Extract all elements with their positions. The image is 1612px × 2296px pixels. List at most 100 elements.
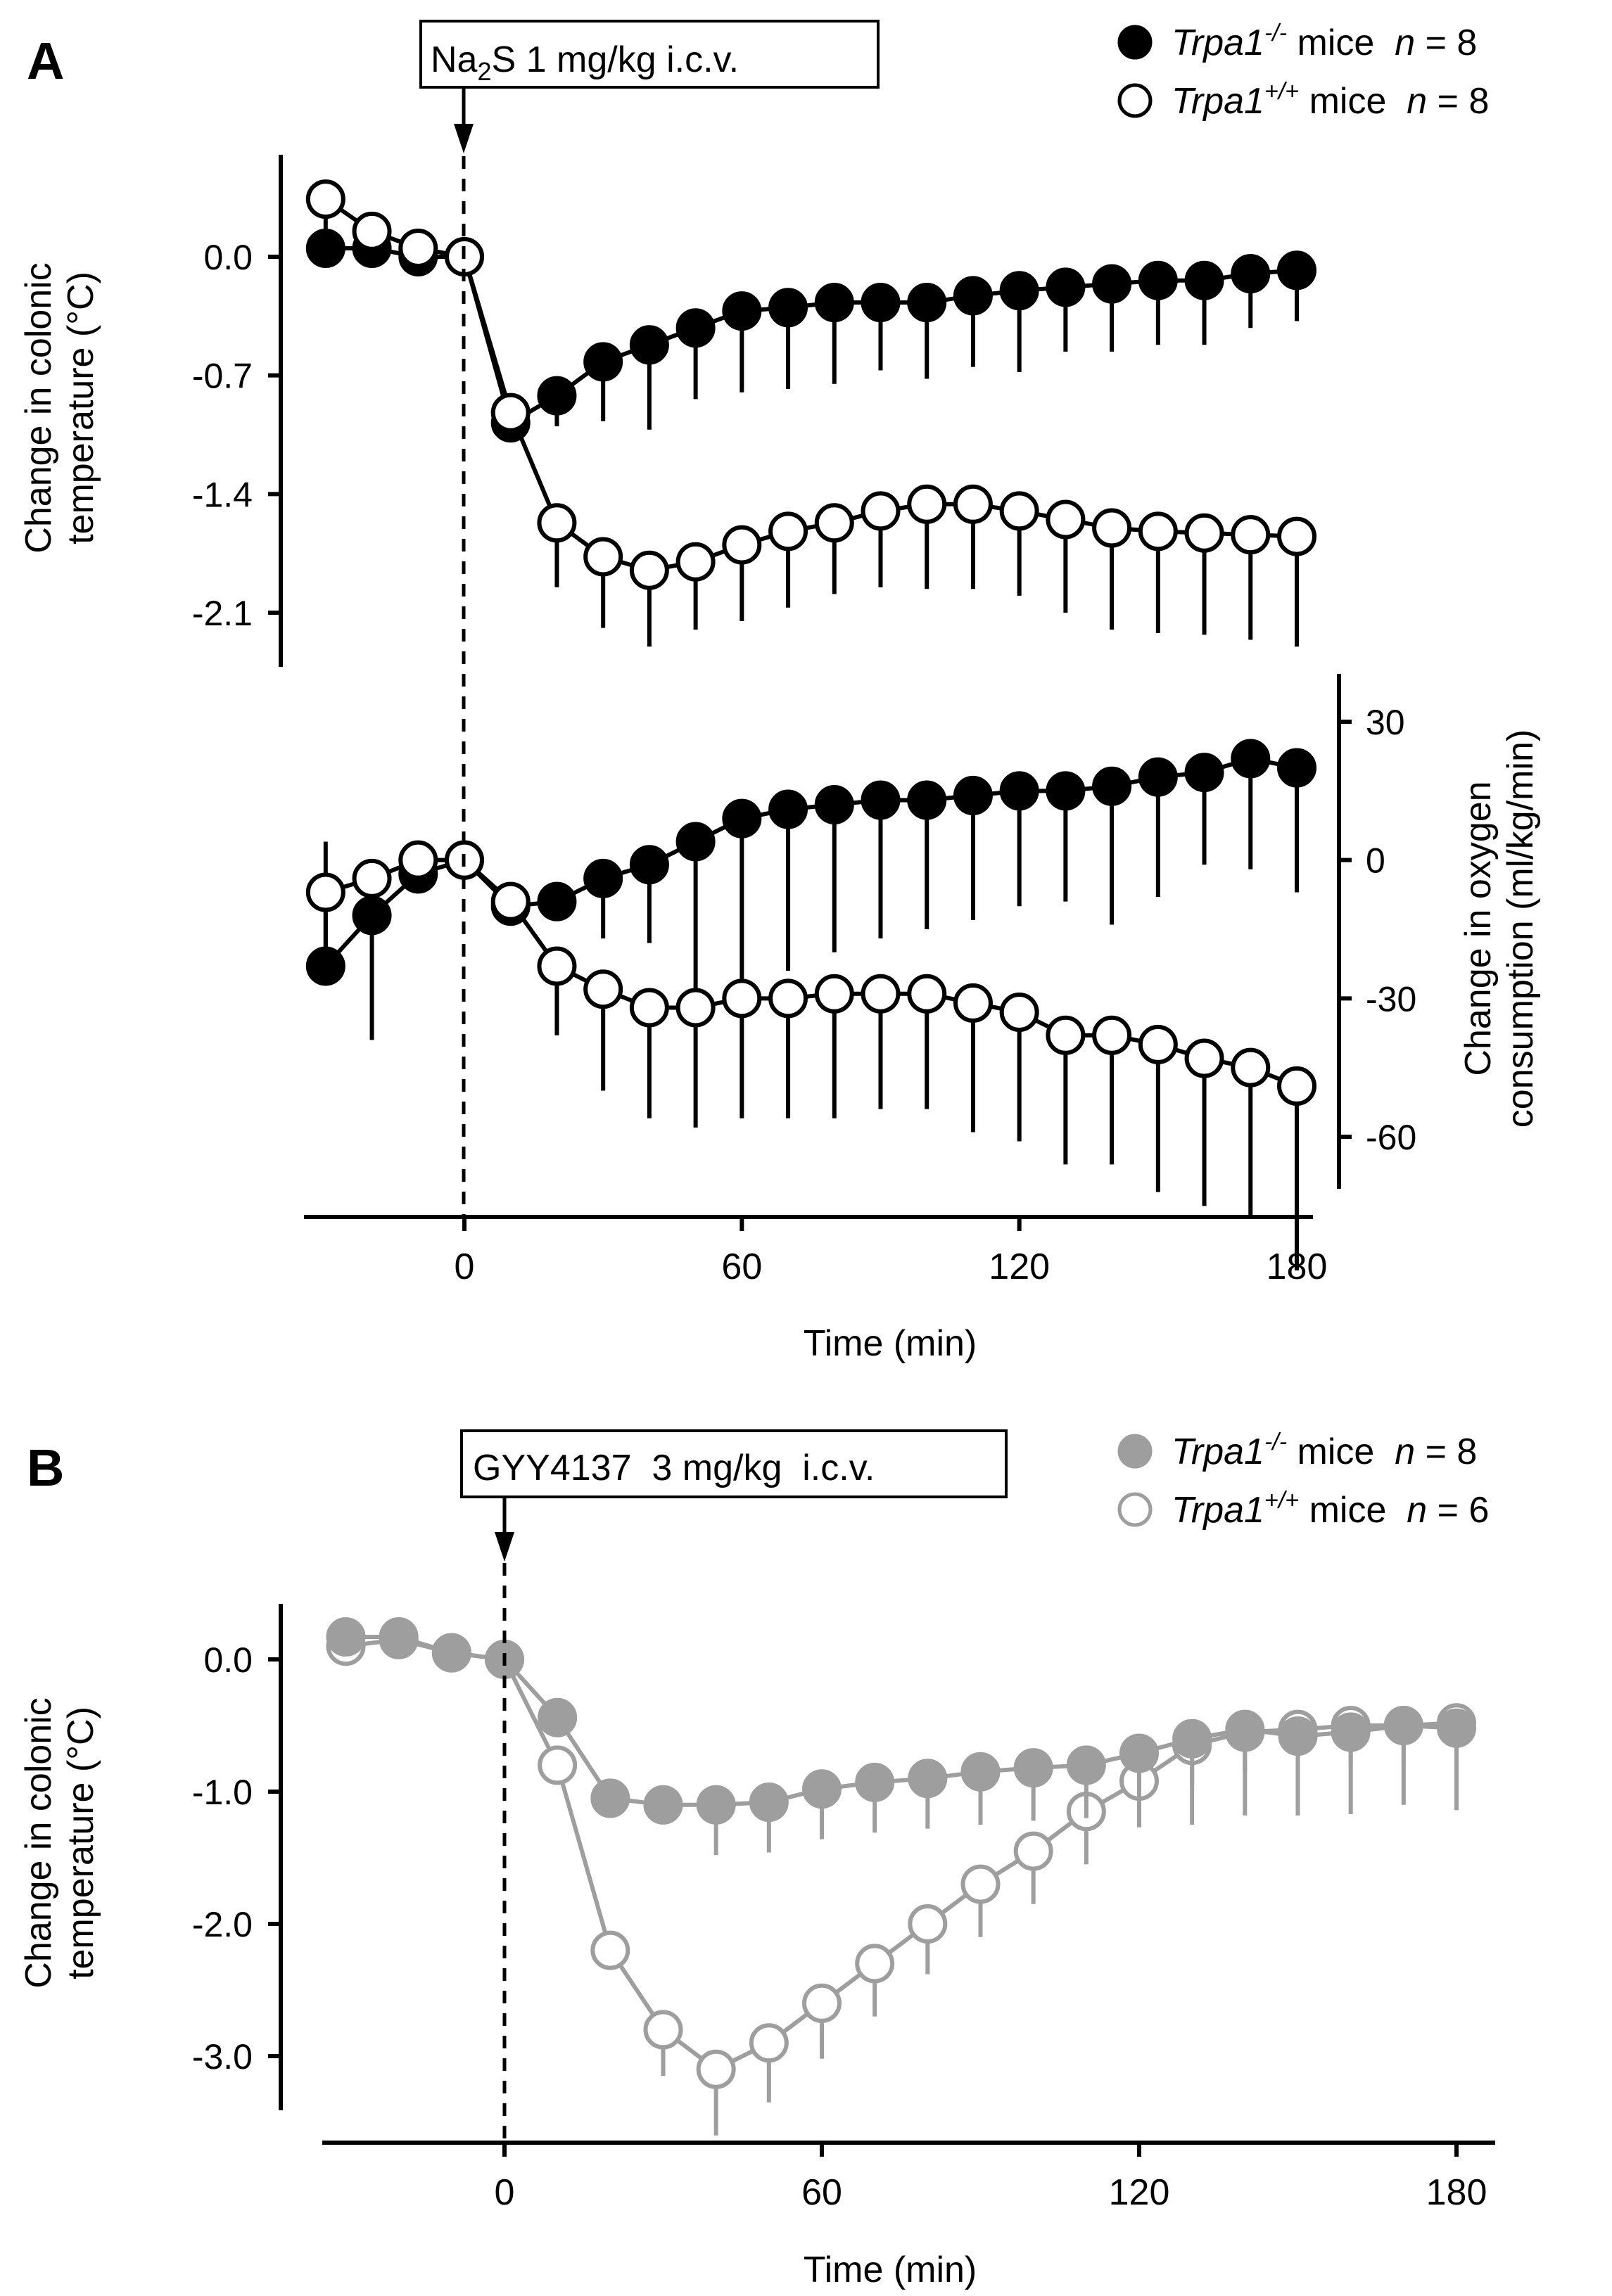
panel-b-temperature-knockout-point (1066, 1745, 1106, 1785)
panel-a-temperature-wildtype-point (398, 228, 438, 268)
panel-b-temperature-knockout-point (1225, 1709, 1265, 1749)
panel-a-temperature-knockout-point (1184, 260, 1224, 300)
panel-a-temperature-wildtype-point (722, 525, 762, 565)
panel-a-oxygen-y-tick-label: -30 (1366, 979, 1416, 1019)
panel-b-temperature-y-axis-title-line: temperature (°C) (61, 1707, 101, 1979)
panel-a-x-tick-label: 120 (989, 1246, 1050, 1287)
panel-a-stimulus-label: Na2S 1 mg/kg i.c.v. (431, 39, 739, 86)
panel-a-temperature-wildtype-point (999, 491, 1039, 531)
panel-a-temperature-wildtype-point (814, 503, 854, 543)
panel-a-temperature-y-axis-title-line: Change in colonic (18, 262, 59, 553)
panel-b-temperature-knockout-point (590, 1778, 630, 1818)
panel-a-oxygen-wildtype-point (999, 993, 1039, 1032)
panel-a-x-axis-title: Time (min) (804, 1323, 977, 1364)
panel-a-x-axis: 0 60 120 180 Time (min) (304, 156, 1327, 1364)
panel-a-temperature-knockout-point (768, 288, 808, 328)
panel-b-stimulus: GYY4137 3 mg/kg i.c.v. (460, 1429, 1008, 1562)
panel-a-oxygen-wildtype-point (583, 969, 623, 1009)
panel-a-oxygen-wildtype-point (1092, 1015, 1132, 1055)
panel-a-oxygen-wildtype-point (675, 988, 716, 1028)
panel-b-temperature-knockout-point (696, 1785, 736, 1825)
panel-b-temperature-knockout-point (960, 1752, 1001, 1792)
panel-a-temperature-wildtype-point (352, 211, 392, 251)
panel-b-temperature-plot: 0.0 -1.0 -2.0 -3.0 Change in colonictemperat… (18, 1604, 1476, 2136)
panel-b-temperature-y-tick-label: 0.0 (203, 1640, 253, 1680)
panel-b-temperature-wildtype-point (590, 1930, 630, 1970)
panel-b-temperature-wildtype-point (855, 1944, 895, 1984)
panel-b-stimulus-box (460, 1429, 1008, 1498)
panel-b-temperature-knockout-point (431, 1633, 471, 1673)
panel-a-oxygen-y-axis-title-line: consumption (ml/kg/min) (1500, 729, 1541, 1128)
panel-b-temperature-wildtype-point (749, 2023, 789, 2063)
panel-a-legend-marker-open (1117, 83, 1153, 118)
panel-a-oxygen-knockout-point (583, 858, 623, 898)
panel-b-temperature-knockout-point (643, 1785, 683, 1825)
panel-a-temperature-wildtype-point (907, 484, 947, 524)
panel-a-temperature-wildtype-point (1184, 513, 1224, 553)
panel-b-temperature-knockout-point (1278, 1716, 1318, 1756)
panel-a-temperature-knockout-point (1231, 254, 1271, 294)
panel-b-temperature-knockout-point (1172, 1718, 1212, 1759)
panel-a-temperature-knockout-point (583, 342, 623, 382)
panel-a-oxygen-wildtype-point (398, 840, 438, 880)
panel-a-oxygen-knockout-point (1138, 757, 1178, 797)
panel-a-stimulus: Na2S 1 mg/kg i.c.v. (419, 20, 880, 153)
panel-b-temperature-knockout-point (1437, 1708, 1476, 1748)
panel-a-oxygen-wildtype-point (537, 946, 577, 986)
panel-b-temperature-knockout-point (802, 1769, 842, 1809)
panel-a-temperature-wildtype-point (1092, 508, 1132, 548)
panel-b-x-axis: 0 60 120 180 Time (min) (322, 1563, 1495, 2290)
panel-b-temperature-knockout-point (326, 1617, 366, 1657)
panel-a-oxygen-plot: 30 0 -30 -60 Change in oxygenconsumption (ml… (305, 674, 1541, 1271)
panel-a-oxygen-knockout-point (629, 845, 669, 885)
panel-b-temperature-y-tick-label: -1.0 (192, 1773, 253, 1812)
panel-b-legend: Trpa1-/- mice n = 8 Trpa1+/+ mice n = 6 (1117, 1429, 1489, 1531)
panel-a-temperature-wildtype-point (675, 542, 716, 582)
panel-a-temperature-wildtype-point (583, 537, 623, 577)
panel-a-legend: Trpa1-/- mice n = 8 Trpa1+/+ mice n = 8 (1117, 20, 1489, 122)
panel-a-oxygen-knockout-point (537, 881, 577, 921)
panel-a-temperature-y-tick-label: -2.1 (192, 594, 253, 633)
panel-a-temperature-knockout-point (814, 283, 854, 323)
panel-a-legend-entry-knockout: Trpa1-/- mice n = 8 (1172, 20, 1477, 63)
panel-b-temperature-knockout-point (379, 1617, 419, 1657)
panel-a-x-tick-label: 0 (455, 1246, 475, 1287)
panel-a-temperature-knockout-point (999, 271, 1039, 311)
panel-b-x-tick-label: 0 (495, 2172, 515, 2213)
panel-a-temperature-y-tick-label: 0.0 (203, 238, 253, 277)
panel-b-temperature-knockout-point (1331, 1712, 1371, 1752)
panel-a-stimulus-box (419, 20, 880, 89)
panel-a-oxygen-wildtype-point (907, 974, 947, 1014)
panel-a-temperature-y-axis-title-line: temperature (°C) (61, 272, 101, 544)
panel-a-oxygen-y-tick-label: 0 (1366, 841, 1385, 881)
panel-a-temperature-wildtype-point (1138, 511, 1178, 551)
panel-a-oxygen-knockout-point (999, 771, 1039, 811)
panel-a-oxygen-knockout-point (352, 895, 392, 936)
panel-a-oxygen-wildtype-point (768, 978, 808, 1019)
panel-a-temperature-knockout-point (1138, 260, 1178, 300)
panel-a-oxygen-wildtype-point (352, 858, 392, 898)
panel-a-temperature-wildtype-point (1231, 515, 1271, 555)
panel-b-temperature-y-tick-label: -3.0 (192, 2037, 253, 2077)
panel-b-legend-entry-knockout: Trpa1-/- mice n = 8 (1172, 1429, 1477, 1472)
panel-b-temperature-wildtype-point (643, 2010, 683, 2050)
panel-b-label: B (27, 1439, 64, 1497)
panel-a-temperature-knockout-point (907, 283, 947, 323)
panel-b-temperature-wildtype-point (1013, 1831, 1053, 1871)
panel-a-temperature-y-tick-label: -1.4 (192, 475, 253, 514)
panel-a-temperature-y-tick-label: -0.7 (192, 357, 253, 396)
panel-a-legend-marker-filled (1117, 25, 1153, 60)
panel-b-temperature-knockout-point (855, 1762, 895, 1802)
panel-a-oxygen-knockout-point (722, 798, 762, 838)
panel-a-temperature-knockout-point (537, 376, 577, 416)
panel-b-temperature-knockout-point (1119, 1733, 1159, 1773)
panel-a-oxygen-knockout-point (1231, 739, 1271, 779)
panel-a-temperature-knockout-point (629, 325, 669, 365)
panel-a-temperature-wildtype-point (861, 491, 901, 531)
panel-b-temperature-knockout-point (749, 1782, 789, 1823)
panel-a-temperature-plot: 0.0 -0.7 -1.4 -2.1 Change in colonictemperat… (18, 155, 1316, 667)
panel-a-oxygen-wildtype-point (722, 978, 762, 1019)
panel-b-x-tick-label: 120 (1109, 2172, 1170, 2213)
panel-b-stimulus-label: GYY4137 3 mg/kg i.c.v. (473, 1448, 875, 1488)
